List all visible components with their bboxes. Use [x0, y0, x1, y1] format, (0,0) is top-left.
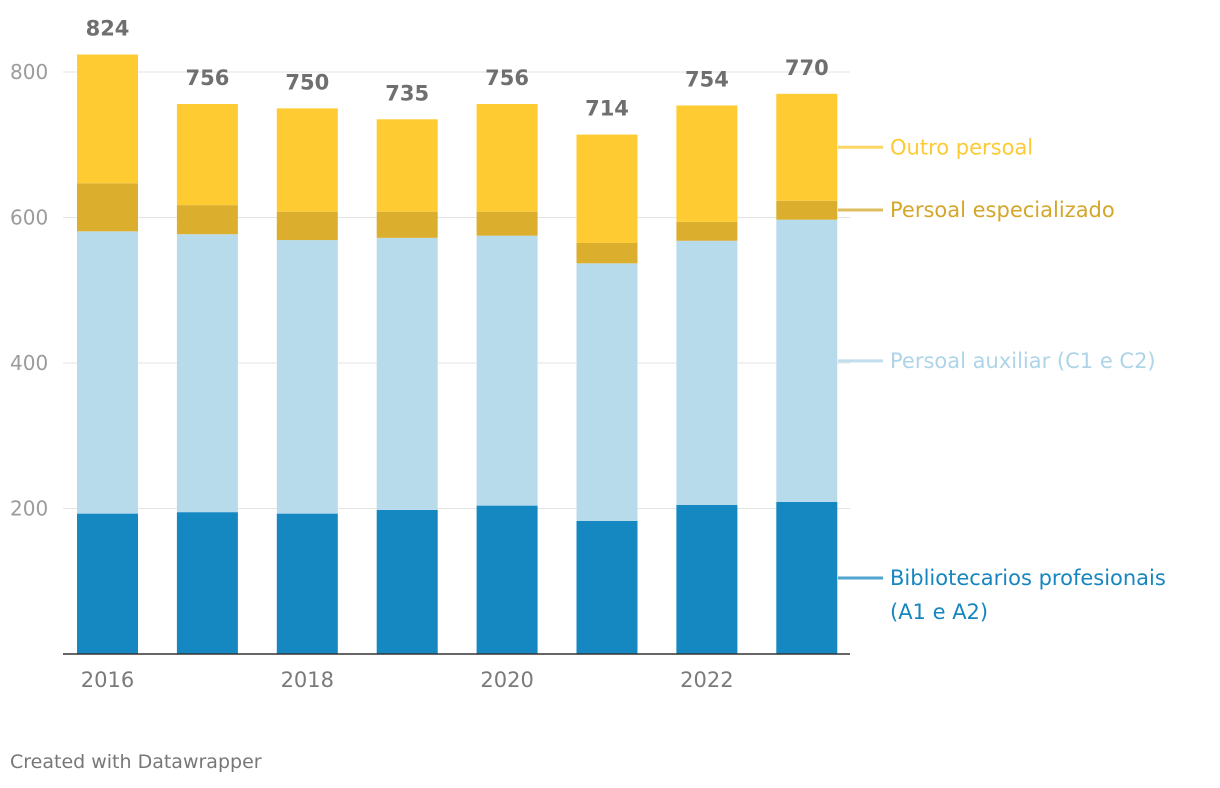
bar-segment-2020-3	[476, 104, 538, 212]
bar-segment-2021-3	[576, 134, 638, 243]
bar-segment-2016-0	[77, 513, 138, 654]
y-tick-label: 200	[10, 497, 48, 521]
bar-segment-2022-2	[676, 221, 738, 241]
bar-segment-2021-1	[576, 263, 638, 521]
bar-segment-2022-3	[676, 105, 738, 222]
bar-segment-2021-0	[576, 520, 638, 654]
bar-segment-2019-0	[376, 509, 438, 654]
bar-segment-2018-0	[276, 513, 338, 654]
total-label-2016: 824	[86, 17, 130, 41]
gridlines: 200 400 600 800	[10, 60, 850, 521]
bar-segment-2017-0	[176, 512, 238, 654]
bar-segment-2019-2	[376, 211, 438, 238]
y-tick-label: 400	[10, 351, 48, 375]
bar-segment-2017-2	[176, 205, 238, 235]
y-tick-label: 800	[10, 60, 48, 84]
bar-segment-2023-0	[776, 501, 838, 654]
legend-label-persoal-auxiliar-c1-e-c2: Persoal auxiliar (C1 e C2)	[890, 349, 1156, 373]
bar-segment-2019-3	[376, 119, 438, 212]
x-tick-label: 2022	[680, 668, 733, 692]
bar-segment-2016-1	[77, 231, 138, 514]
bar-segment-2019-1	[376, 237, 438, 510]
bar-segment-2023-1	[776, 219, 838, 502]
bar-segment-2016-3	[77, 54, 138, 184]
bar-segment-2018-1	[276, 240, 338, 514]
total-label-2017: 756	[185, 66, 229, 90]
bar-segment-2020-0	[476, 505, 538, 654]
x-tick-label: 2020	[480, 668, 533, 692]
total-label-2020: 756	[485, 66, 529, 90]
legend-label-bibliotecarios-profesionais-a1-e-a2: Bibliotecarios profesionais	[890, 566, 1166, 590]
y-tick-label: 600	[10, 206, 48, 230]
bar-segment-2022-1	[676, 240, 738, 505]
bars	[77, 54, 838, 654]
bar-segment-2022-0	[676, 504, 738, 654]
stacked-bar-chart: 200 400 600 800 824 756 750 735 756 714 754 770 20…	[10, 17, 1166, 692]
bar-segment-2016-2	[77, 183, 138, 232]
bar-segment-2018-3	[276, 108, 338, 212]
x-axis: 2016 2018 2020 2022	[63, 653, 850, 692]
total-labels: 824 756 750 735 756 714 754 770	[86, 17, 829, 121]
bar-segment-2021-2	[576, 242, 638, 264]
bar-segment-2018-2	[276, 211, 338, 241]
total-label-2018: 750	[285, 70, 329, 94]
total-label-2021: 714	[585, 97, 629, 121]
bar-segment-2023-2	[776, 200, 838, 220]
legend-label-outro-persoal: Outro persoal	[890, 135, 1033, 159]
total-label-2019: 735	[385, 81, 429, 105]
bar-segment-2017-3	[176, 104, 238, 206]
legend-label-persoal-especializado: Persoal especializado	[890, 198, 1115, 222]
total-label-2022: 754	[685, 67, 729, 91]
bar-segment-2020-2	[476, 211, 538, 236]
x-tick-label: 2016	[81, 668, 134, 692]
x-tick-label: 2018	[281, 668, 334, 692]
legend-label-bibliotecarios-profesionais-a1-e-a2: (A1 e A2)	[890, 600, 988, 624]
credit-text: Created with Datawrapper	[10, 751, 262, 773]
legend: Bibliotecarios profesionais (A1 e A2) Pers…	[838, 135, 1166, 624]
bar-segment-2017-1	[176, 234, 238, 513]
bar-segment-2023-3	[776, 93, 838, 201]
bar-segment-2020-1	[476, 235, 538, 506]
total-label-2023: 770	[785, 56, 829, 80]
